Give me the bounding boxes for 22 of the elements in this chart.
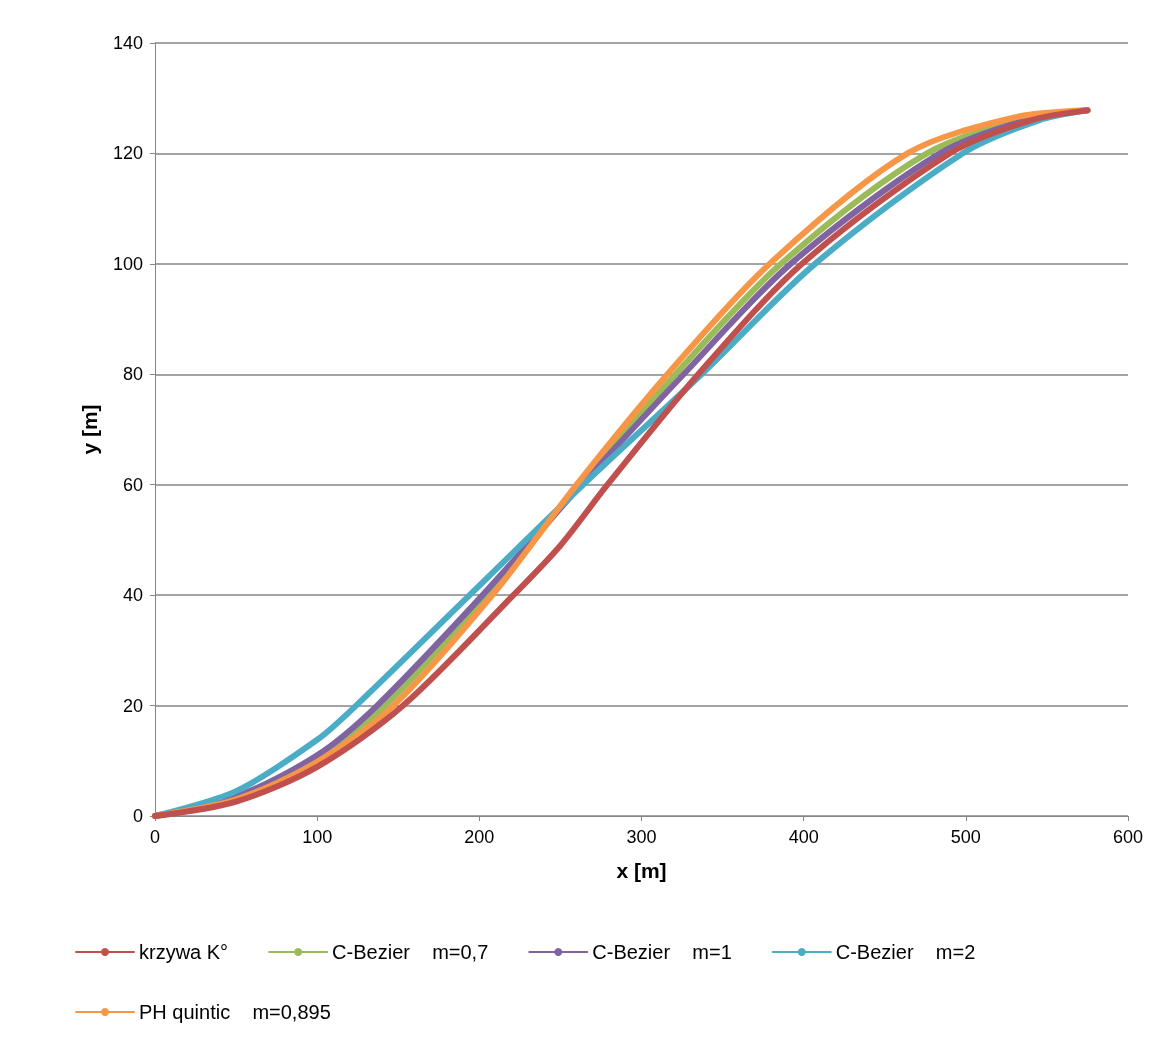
y-tick-label: 20 — [122, 695, 143, 716]
y-axis-title: y [m] — [78, 404, 101, 455]
x-tick-label: 0 — [149, 827, 161, 847]
y-tick-label: 80 — [122, 364, 143, 385]
x-tick-label: 500 — [950, 827, 981, 847]
legend-label: C-Bezier m=1 — [592, 941, 732, 963]
y-tick-label: 100 — [112, 253, 143, 274]
x-tick-label: 200 — [464, 827, 495, 847]
y-tick-label: 0 — [132, 806, 143, 826]
x-tick-label: 300 — [626, 827, 657, 847]
y-tick-label: 40 — [122, 585, 143, 606]
y-tick-label: 140 — [112, 33, 143, 53]
x-tick-label: 100 — [302, 827, 333, 847]
legend-label: PH quintic m=0,895 — [139, 1001, 331, 1023]
x-tick-label: 600 — [1112, 827, 1144, 847]
legend-label: krzywa K° — [139, 941, 229, 963]
y-tick-label: 120 — [112, 143, 143, 164]
x-tick-label: 400 — [788, 827, 819, 847]
legend-label: C-Bezier m=0,7 — [332, 941, 489, 963]
legend-label: C-Bezier m=2 — [835, 941, 976, 963]
x-axis-title: x [m] — [616, 859, 667, 882]
y-tick-label: 60 — [122, 474, 143, 495]
